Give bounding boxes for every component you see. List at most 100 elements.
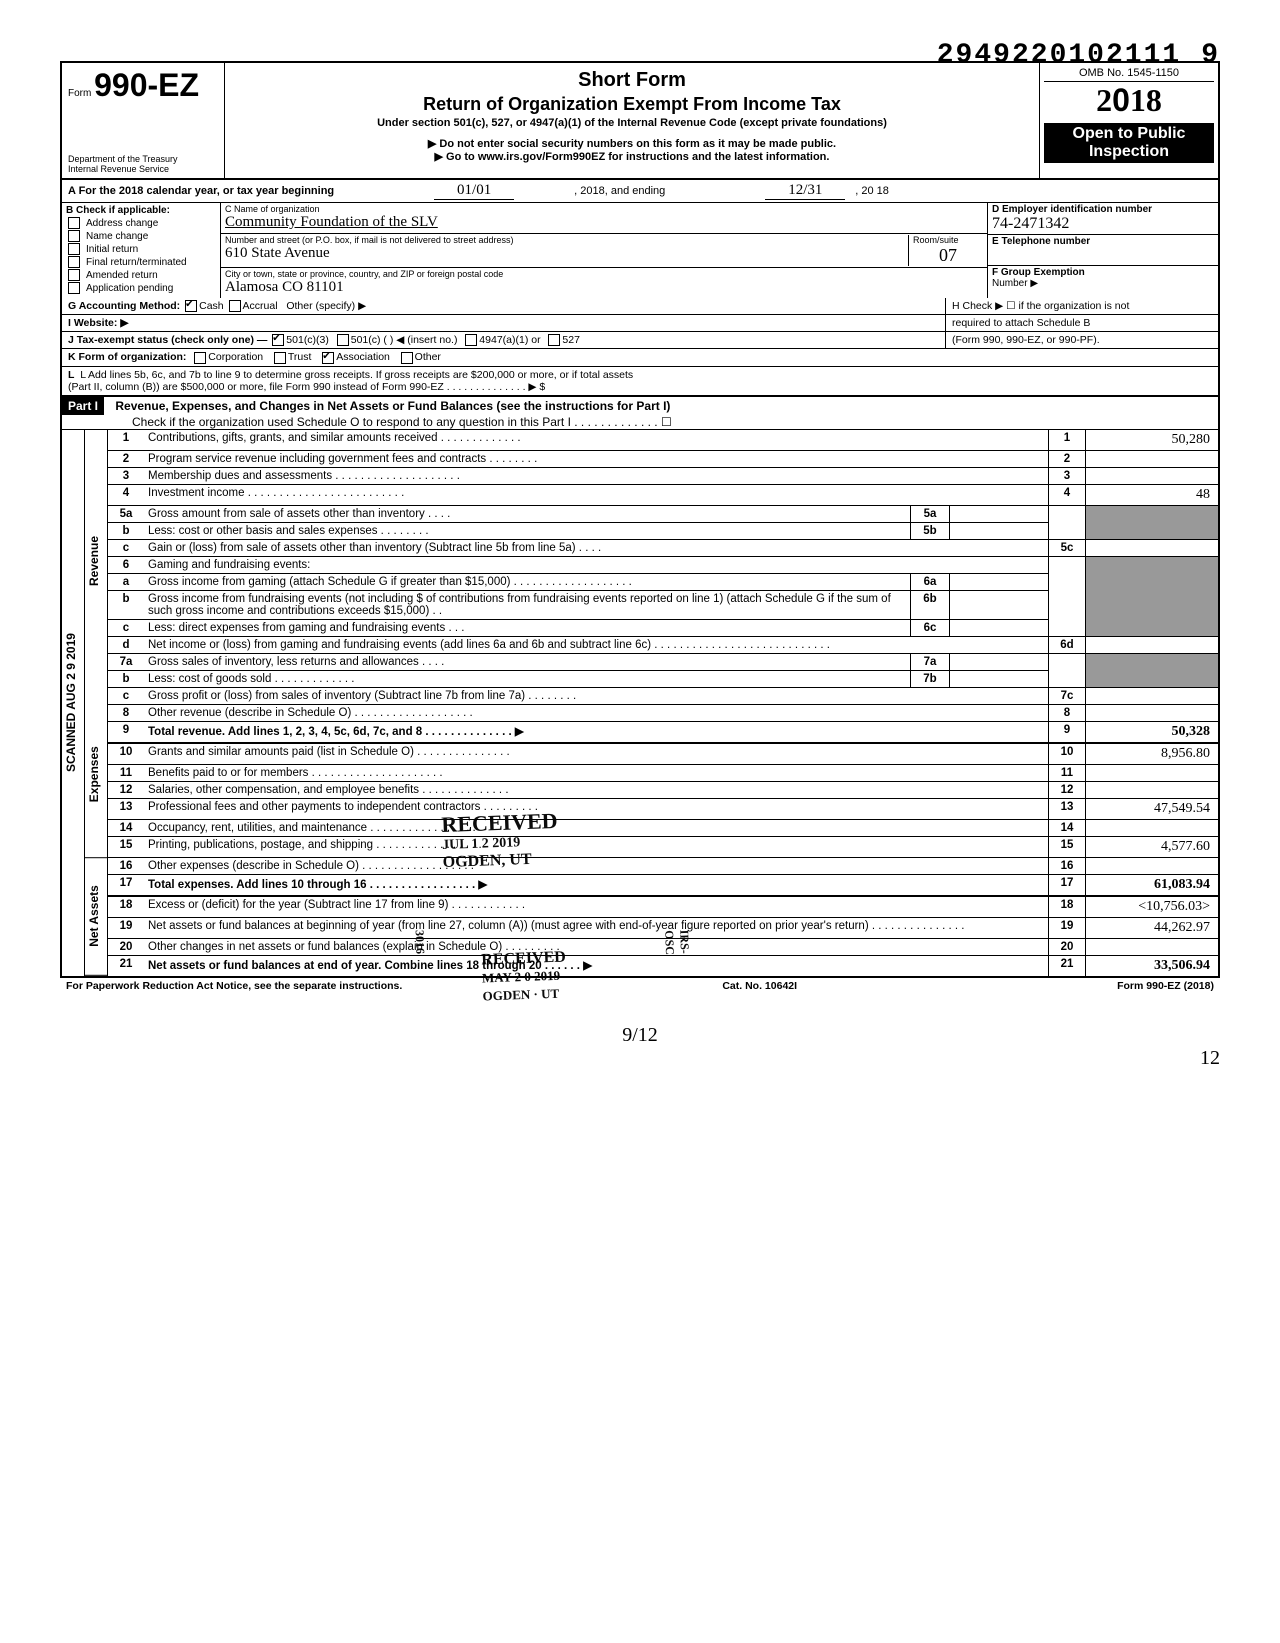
title-sub: Under section 501(c), 527, or 4947(a)(1)…: [233, 117, 1031, 129]
scanned-stamp: SCANNED AUG 2 9 2019: [62, 430, 84, 976]
line-l-gross-receipts: L L Add lines 5b, 6c, and 7b to line 9 t…: [60, 367, 1220, 397]
lines-table: 1Contributions, gifts, grants, and simil…: [108, 430, 1218, 976]
chk-address-change[interactable]: Address change: [66, 217, 216, 229]
form-label: Form: [68, 88, 91, 99]
f-group-label: F Group Exemption: [992, 267, 1214, 278]
lines-table-wrap: 1Contributions, gifts, grants, and simil…: [108, 430, 1218, 976]
i-label: I Website: ▶: [68, 317, 128, 329]
line-a-tax-year: A For the 2018 calendar year, or tax yea…: [60, 180, 1220, 203]
part1-badge: Part I: [62, 397, 104, 415]
line-g-accounting: G Accounting Method: Cash Accrual Other …: [60, 298, 1220, 315]
amt-4: 48: [1086, 484, 1219, 505]
form-number: 990-EZ: [94, 67, 199, 103]
footer-mid: Cat. No. 10642I: [722, 980, 797, 992]
chk-final-return[interactable]: Final return/terminated: [66, 256, 216, 268]
c-city-label: City or town, state or province, country…: [225, 269, 983, 279]
chk-trust[interactable]: [274, 352, 286, 364]
column-c-org: C Name of organization Community Foundat…: [221, 203, 988, 298]
chk-other-org[interactable]: [401, 352, 413, 364]
footer-left: For Paperwork Reduction Act Notice, see …: [66, 980, 402, 992]
h-label2: required to attach Schedule B: [945, 315, 1218, 331]
irs-label: Internal Revenue Service: [68, 164, 218, 174]
e-phone-label: E Telephone number: [992, 236, 1214, 247]
vert-labels: SCANNED AUG 2 9 2019: [62, 430, 85, 976]
chk-accrual[interactable]: [229, 300, 241, 312]
h-label3: (Form 990, 990-EZ, or 990-PF).: [945, 332, 1218, 348]
chk-assoc[interactable]: [322, 352, 334, 364]
dept-label: Department of the Treasury: [68, 154, 218, 164]
amt-18: <10,756.03>: [1086, 896, 1219, 918]
vert-expenses: Expenses: [85, 692, 107, 858]
title-main: Return of Organization Exempt From Incom…: [233, 94, 1031, 115]
org-city: Alamosa CO 81101: [225, 279, 983, 296]
org-street: 610 State Avenue: [225, 245, 908, 262]
room-value: 07: [913, 245, 983, 266]
bottom-hand-2: 12: [1200, 1047, 1220, 1069]
vert-revenue: Revenue: [85, 430, 107, 692]
omb-number: OMB No. 1545-1150: [1044, 67, 1214, 82]
chk-amended-return[interactable]: Amended return: [66, 269, 216, 281]
part1-title: Revenue, Expenses, and Changes in Net As…: [115, 399, 670, 413]
amt-17-total-expenses: 61,083.94: [1086, 874, 1219, 896]
line-k-form-org: K Form of organization: Corporation Trus…: [60, 349, 1220, 366]
footer-right: Form 990-EZ (2018): [1117, 980, 1214, 992]
h-check: H Check ▶ ☐ if the organization is not: [945, 298, 1218, 314]
line-i-website: I Website: ▶ required to attach Schedule…: [60, 315, 1220, 332]
chk-application-pending[interactable]: Application pending: [66, 282, 216, 294]
line-a-label: A For the 2018 calendar year, or tax yea…: [68, 185, 334, 197]
header-left: Form 990-EZ Department of the Treasury I…: [62, 63, 225, 178]
header-right: OMB No. 1545-1150 20201818 Open to Publi…: [1039, 63, 1218, 178]
part1-check-note: Check if the organization used Schedule …: [132, 415, 672, 429]
vert-net-assets: Net Assets: [85, 858, 107, 976]
title-short: Short Form: [233, 69, 1031, 92]
l-label2: (Part II, column (B)) are $500,000 or mo…: [68, 381, 545, 393]
line-a-begin-date: 01/01: [434, 182, 514, 200]
line-a-mid: , 2018, and ending: [574, 185, 665, 197]
k-label: K Form of organization:: [68, 351, 186, 363]
chk-4947[interactable]: [465, 334, 477, 346]
amt-15: 4,577.60: [1086, 836, 1219, 857]
c-name-label: C Name of organization: [225, 204, 983, 214]
b-header: B Check if applicable:: [66, 205, 216, 216]
l-label1: L Add lines 5b, 6c, and 7b to line 9 to …: [80, 369, 633, 381]
chk-initial-return[interactable]: Initial return: [66, 243, 216, 255]
part1-grid: SCANNED AUG 2 9 2019 Revenue Expenses Ne…: [60, 430, 1220, 978]
line-a-year-suffix: , 20 18: [855, 185, 889, 197]
chk-501c3[interactable]: [272, 334, 284, 346]
line-j-tax-exempt: J Tax-exempt status (check only one) — 5…: [60, 332, 1220, 349]
c-street-label: Number and street (or P.O. box, if mail …: [225, 235, 908, 245]
column-de: D Employer identification number 74-2471…: [988, 203, 1218, 298]
f-group-number: Number ▶: [992, 278, 1214, 289]
vert-section-labels: Revenue Expenses Net Assets: [85, 430, 108, 976]
header-center: Short Form Return of Organization Exempt…: [225, 63, 1039, 178]
bottom-hand-1: 9/12: [622, 1024, 658, 1046]
title-note1: ▶ Do not enter social security numbers o…: [233, 137, 1031, 150]
chk-501c[interactable]: [337, 334, 349, 346]
chk-527[interactable]: [548, 334, 560, 346]
amt-21-net-assets-eoy: 33,506.94: [1086, 955, 1219, 976]
chk-corp[interactable]: [194, 352, 206, 364]
title-note2: ▶ Go to www.irs.gov/Form990EZ for instru…: [233, 150, 1031, 163]
amt-10: 8,956.80: [1086, 743, 1219, 765]
j-label: J Tax-exempt status (check only one) —: [68, 334, 267, 346]
org-name: Community Foundation of the SLV: [225, 214, 983, 231]
org-info-block: B Check if applicable: Address change Na…: [60, 203, 1220, 298]
amt-13: 47,549.54: [1086, 798, 1219, 819]
amt-1: 50,280: [1086, 430, 1219, 451]
line-a-end-date: 12/31: [765, 182, 845, 200]
part1-header-row: Part I Revenue, Expenses, and Changes in…: [60, 397, 1220, 430]
ein-value: 74-2471342: [992, 215, 1214, 233]
chk-name-change[interactable]: Name change: [66, 230, 216, 242]
bottom-page-num: 12: [60, 1047, 1220, 1070]
room-label: Room/suite: [913, 235, 983, 245]
d-ein-label: D Employer identification number: [992, 204, 1214, 215]
chk-cash[interactable]: [185, 300, 197, 312]
column-b-checkboxes: B Check if applicable: Address change Na…: [62, 203, 221, 298]
g-other: Other (specify) ▶: [286, 300, 366, 312]
footer-row: For Paperwork Reduction Act Notice, see …: [60, 978, 1220, 994]
tax-year: 20201818: [1044, 82, 1214, 119]
g-label: G Accounting Method:: [68, 300, 180, 312]
amt-9-total-revenue: 50,328: [1086, 721, 1219, 743]
open-to-public: Open to Public Inspection: [1044, 123, 1214, 163]
amt-19: 44,262.97: [1086, 917, 1219, 938]
